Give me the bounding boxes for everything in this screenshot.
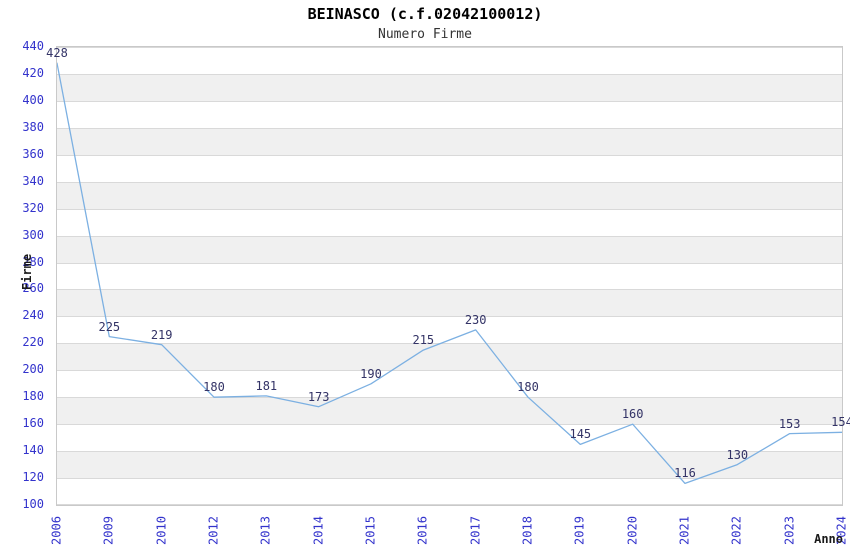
gridline (57, 424, 842, 426)
x-tick-label: 2016 (415, 516, 430, 545)
data-label: 219 (150, 327, 173, 342)
y-tick-label: 280 (22, 254, 44, 269)
gridline (57, 208, 842, 210)
x-tick-label: 2010 (154, 516, 169, 545)
y-tick-label: 220 (22, 335, 44, 350)
x-tick-label: 2022 (729, 516, 744, 545)
y-tick-label: 340 (22, 173, 44, 188)
data-label: 116 (674, 466, 696, 481)
y-tick-label: 260 (22, 281, 44, 296)
y-tick-label: 180 (22, 389, 44, 404)
chart-subtitle: Numero Firme (378, 27, 472, 42)
x-tick-label: 2009 (101, 516, 116, 545)
y-tick-label: 420 (22, 65, 44, 80)
gridline (57, 397, 842, 399)
gridline (57, 478, 842, 480)
y-tick-label: 320 (22, 200, 44, 215)
data-label: 215 (412, 333, 435, 348)
data-label: 153 (778, 416, 801, 431)
y-tick-label: 240 (22, 308, 44, 323)
gridline (57, 154, 842, 156)
y-tick-label: 380 (22, 119, 44, 134)
grid-band (57, 289, 842, 317)
x-tick-label: 2006 (49, 516, 64, 545)
y-tick-label: 160 (22, 416, 44, 431)
gridline (57, 181, 842, 183)
gridline (57, 370, 842, 372)
gridline (57, 127, 842, 129)
x-tick-label: 2015 (363, 516, 378, 545)
data-label: 180 (203, 380, 225, 395)
chart-title: BEINASCO (c.f.02042100012) (307, 5, 543, 23)
x-axis-title: Anno (814, 532, 843, 546)
gridline (57, 73, 842, 75)
y-tick-label: 300 (22, 227, 44, 242)
grid-band (57, 235, 842, 263)
x-tick-label: 2017 (468, 516, 483, 545)
x-tick-label: 2021 (677, 516, 692, 545)
data-label: 428 (46, 46, 68, 61)
gridline (57, 262, 842, 264)
series-line-svg (57, 62, 842, 485)
y-tick-label: 200 (22, 362, 44, 377)
plot-area (56, 46, 843, 506)
y-tick-label: 120 (22, 470, 44, 485)
x-tick-label: 2012 (206, 516, 221, 545)
y-tick-label: 100 (22, 497, 44, 511)
gridline (57, 451, 842, 453)
x-tick-label: 2018 (520, 516, 535, 545)
gridline (57, 235, 842, 237)
data-label: 181 (255, 378, 278, 393)
gridline (57, 343, 842, 345)
x-tick-label: 2013 (258, 516, 273, 545)
x-tick-label: 2019 (572, 516, 587, 545)
data-label: 230 (464, 312, 487, 327)
x-tick-label: 2020 (625, 516, 640, 545)
data-label: 145 (569, 427, 592, 442)
grid-band (57, 181, 842, 209)
data-label: 190 (360, 366, 382, 381)
data-label: 225 (98, 319, 121, 334)
gridline (57, 316, 842, 318)
y-tick-label: 360 (22, 146, 44, 161)
y-tick-label: 440 (22, 39, 44, 53)
gridline (57, 504, 842, 505)
y-axis-title: Firme (20, 253, 34, 291)
series-line (57, 62, 842, 485)
data-label: 173 (307, 389, 330, 404)
data-label: 130 (726, 447, 749, 462)
x-tick-label: 2014 (311, 516, 326, 545)
y-tick-label: 400 (22, 92, 44, 107)
gridline (57, 47, 842, 48)
data-label: 180 (517, 380, 539, 395)
data-label: 160 (621, 407, 644, 422)
y-tick-label: 140 (22, 443, 44, 458)
grid-band (57, 127, 842, 155)
gridline (57, 100, 842, 102)
gridline (57, 289, 842, 291)
x-tick-label: 2023 (782, 516, 797, 545)
data-label: 154 (831, 415, 850, 430)
grid-band (57, 397, 842, 425)
grid-band (57, 73, 842, 101)
grid-band (57, 343, 842, 371)
